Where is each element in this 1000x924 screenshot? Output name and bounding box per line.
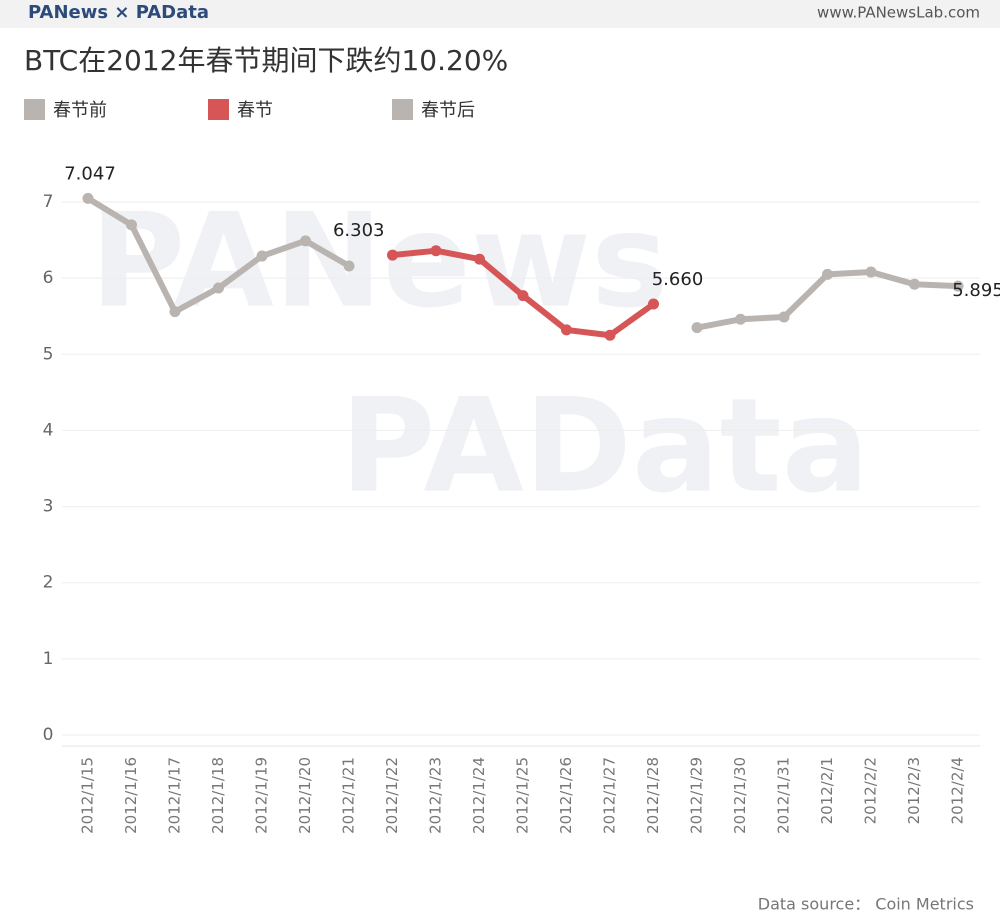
x-tick-label: 2012/1/16 bbox=[122, 757, 140, 834]
watermark: PANews bbox=[90, 185, 668, 337]
x-tick-label: 2012/2/3 bbox=[905, 757, 923, 824]
legend-swatch bbox=[392, 99, 413, 120]
x-tick-label: 2012/1/24 bbox=[470, 757, 488, 834]
x-tick-label: 2012/1/30 bbox=[731, 757, 749, 834]
data-label: 6.303 bbox=[333, 220, 385, 241]
data-label: 5.895 bbox=[952, 280, 1000, 301]
data-label: 5.660 bbox=[652, 269, 704, 290]
y-tick-label: 0 bbox=[43, 725, 54, 745]
brand: PANews × PAData bbox=[28, 2, 209, 23]
y-tick-label: 6 bbox=[43, 268, 54, 288]
x-tick-label: 2012/1/27 bbox=[601, 757, 619, 834]
point bbox=[82, 192, 94, 204]
header-band bbox=[0, 0, 1000, 28]
x-tick-label: 2012/1/28 bbox=[644, 757, 662, 834]
point bbox=[474, 253, 485, 265]
url: www.PANewsLab.com bbox=[817, 4, 980, 22]
legend-swatch bbox=[24, 99, 45, 120]
y-tick-label: 1 bbox=[43, 649, 54, 669]
x-tick-label: 2012/1/31 bbox=[775, 757, 793, 834]
x-tick-label: 2012/2/4 bbox=[949, 757, 967, 824]
point bbox=[517, 290, 529, 302]
y-tick-label: 2 bbox=[43, 573, 54, 593]
point bbox=[648, 298, 659, 310]
point bbox=[604, 329, 616, 341]
x-tick-label: 2012/1/18 bbox=[209, 757, 227, 834]
x-tick-label: 2012/1/22 bbox=[383, 757, 401, 834]
point bbox=[691, 322, 703, 334]
x-tick-label: 2012/1/29 bbox=[688, 757, 706, 834]
x-tick-label: 2012/2/2 bbox=[862, 757, 880, 824]
point bbox=[561, 324, 572, 336]
point bbox=[169, 306, 181, 318]
x-tick-label: 2012/1/17 bbox=[166, 757, 184, 834]
x-tick-label: 2012/1/23 bbox=[427, 757, 445, 834]
point bbox=[865, 266, 877, 278]
point bbox=[735, 313, 746, 325]
legend-swatch bbox=[208, 99, 229, 120]
x-tick-label: 2012/1/26 bbox=[557, 757, 575, 834]
x-tick-label: 2012/1/19 bbox=[253, 757, 271, 834]
point bbox=[952, 280, 964, 292]
data-label: 7.047 bbox=[64, 163, 116, 184]
point bbox=[126, 219, 137, 231]
point bbox=[256, 250, 268, 262]
point bbox=[213, 282, 224, 294]
point bbox=[822, 268, 833, 280]
x-tick-label: 2012/1/21 bbox=[340, 757, 358, 834]
point bbox=[430, 245, 442, 257]
legend-label: 春节前 bbox=[53, 100, 107, 121]
legend-label: 春节后 bbox=[421, 100, 475, 121]
point bbox=[778, 311, 790, 323]
source: Data source： Coin Metrics bbox=[758, 895, 974, 914]
point bbox=[343, 260, 355, 272]
watermark: PAData bbox=[340, 370, 869, 522]
y-tick-label: 3 bbox=[43, 497, 54, 517]
point bbox=[300, 235, 311, 247]
y-tick-label: 4 bbox=[43, 420, 54, 440]
legend-label: 春节 bbox=[237, 100, 273, 121]
x-tick-label: 2012/1/20 bbox=[296, 757, 314, 834]
y-tick-label: 5 bbox=[43, 344, 54, 364]
x-tick-label: 2012/1/15 bbox=[79, 757, 97, 834]
x-tick-label: 2012/1/25 bbox=[514, 757, 532, 834]
y-tick-label: 7 bbox=[43, 192, 54, 212]
chart-title: BTC在2012年春节期间下跌约10.20% bbox=[24, 44, 508, 77]
point bbox=[909, 278, 920, 290]
x-tick-label: 2012/2/1 bbox=[818, 757, 836, 824]
point bbox=[387, 249, 398, 261]
